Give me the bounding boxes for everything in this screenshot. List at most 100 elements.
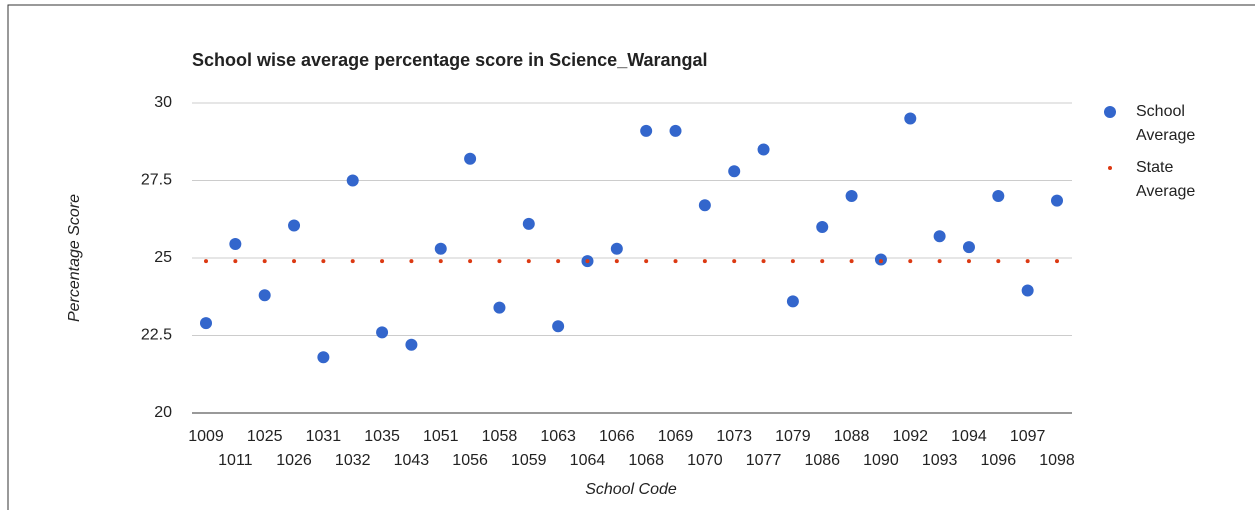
state-point bbox=[262, 259, 267, 264]
chart-title: School wise average percentage score in … bbox=[192, 50, 708, 70]
school-point bbox=[992, 190, 1005, 202]
x-tick-label: 1063 bbox=[540, 428, 576, 445]
y-tick-label: 22.5 bbox=[141, 327, 172, 344]
state-point bbox=[790, 259, 795, 264]
x-tick-label: 1092 bbox=[892, 428, 928, 445]
school-point bbox=[904, 112, 917, 125]
x-tick-label: 1068 bbox=[628, 452, 664, 469]
x-tick-label: 1066 bbox=[599, 428, 635, 445]
x-tick-label: 1097 bbox=[1010, 428, 1046, 445]
state-point bbox=[204, 259, 208, 264]
y-tick-label: 30 bbox=[154, 94, 172, 111]
state-point bbox=[380, 259, 385, 264]
state-point bbox=[849, 259, 854, 264]
x-tick-label: 1098 bbox=[1039, 452, 1075, 469]
school-point bbox=[933, 230, 946, 243]
school-point bbox=[288, 219, 301, 232]
x-tick-label: 1090 bbox=[863, 452, 899, 469]
y-tick-label: 27.5 bbox=[141, 172, 172, 189]
school-point bbox=[522, 217, 535, 230]
state-point bbox=[497, 259, 502, 264]
school-point bbox=[229, 238, 242, 251]
y-tick-label: 25 bbox=[154, 249, 172, 266]
x-tick-label: 1059 bbox=[511, 452, 547, 469]
state-point bbox=[556, 259, 561, 264]
x-tick-label: 1051 bbox=[423, 428, 459, 445]
state-point bbox=[350, 259, 355, 264]
school-point bbox=[1051, 194, 1063, 207]
state-point bbox=[614, 259, 619, 264]
legend-marker bbox=[1104, 106, 1116, 118]
x-tick-label: 1094 bbox=[951, 428, 987, 445]
x-tick-label: 1088 bbox=[834, 428, 870, 445]
state-point bbox=[438, 259, 443, 264]
legend-label: State Average bbox=[1136, 159, 1196, 200]
x-tick-label: 1086 bbox=[804, 452, 840, 469]
x-tick-label: 1069 bbox=[658, 428, 694, 445]
school-point bbox=[698, 199, 711, 212]
x-tick-label: 1035 bbox=[364, 428, 400, 445]
school-point bbox=[669, 124, 682, 137]
school-point bbox=[786, 295, 799, 308]
x-tick-label: 1093 bbox=[922, 452, 958, 469]
state-point bbox=[644, 259, 649, 264]
x-tick-label: 1077 bbox=[746, 452, 782, 469]
school-point bbox=[962, 241, 975, 254]
school-point bbox=[434, 242, 447, 255]
state-point bbox=[908, 259, 913, 264]
y-axis-label: Percentage Score bbox=[66, 194, 83, 322]
state-point bbox=[233, 259, 238, 264]
school-point bbox=[200, 317, 212, 330]
state-point bbox=[937, 259, 942, 264]
state-point bbox=[292, 259, 297, 264]
x-tick-label: 1031 bbox=[306, 428, 342, 445]
school-point bbox=[728, 165, 741, 178]
school-point bbox=[552, 320, 565, 333]
school-point bbox=[640, 124, 653, 137]
x-axis-label: School Code bbox=[585, 481, 677, 498]
x-tick-label: 1009 bbox=[188, 428, 224, 445]
school-point bbox=[258, 289, 271, 302]
school-point bbox=[493, 301, 506, 314]
school-point bbox=[757, 143, 770, 156]
state-point bbox=[1055, 259, 1059, 264]
state-point bbox=[409, 259, 414, 264]
state-point bbox=[585, 259, 590, 264]
x-tick-label: 1070 bbox=[687, 452, 723, 469]
state-point bbox=[732, 259, 737, 264]
x-tick-label: 1056 bbox=[452, 452, 488, 469]
x-tick-label: 1025 bbox=[247, 428, 283, 445]
x-tick-label: 1032 bbox=[335, 452, 371, 469]
x-tick-label: 1011 bbox=[218, 452, 253, 469]
state-point bbox=[966, 259, 971, 264]
x-tick-label: 1058 bbox=[482, 428, 518, 445]
x-tick-label: 1064 bbox=[570, 452, 606, 469]
frame bbox=[7, 4, 1255, 510]
state-point bbox=[526, 259, 531, 264]
state-point bbox=[761, 259, 766, 264]
state-point bbox=[702, 259, 707, 264]
school-point bbox=[610, 242, 623, 255]
x-tick-label: 1096 bbox=[981, 452, 1017, 469]
school-point bbox=[346, 174, 359, 187]
state-point bbox=[321, 259, 326, 264]
school-point bbox=[464, 152, 477, 165]
legend-label: School Average bbox=[1136, 103, 1196, 144]
legend-marker bbox=[1108, 166, 1112, 170]
school-point bbox=[376, 326, 389, 339]
state-point bbox=[996, 259, 1001, 264]
x-tick-label: 1073 bbox=[716, 428, 752, 445]
state-point bbox=[673, 259, 678, 264]
school-point bbox=[845, 190, 858, 202]
school-point bbox=[816, 221, 829, 233]
state-point bbox=[468, 259, 473, 264]
school-point bbox=[1021, 284, 1034, 297]
school-point bbox=[405, 338, 418, 351]
state-point bbox=[820, 259, 825, 264]
x-tick-label: 1079 bbox=[775, 428, 811, 445]
state-point bbox=[1025, 259, 1030, 264]
y-tick-label: 20 bbox=[154, 404, 172, 421]
school-point bbox=[317, 351, 330, 364]
